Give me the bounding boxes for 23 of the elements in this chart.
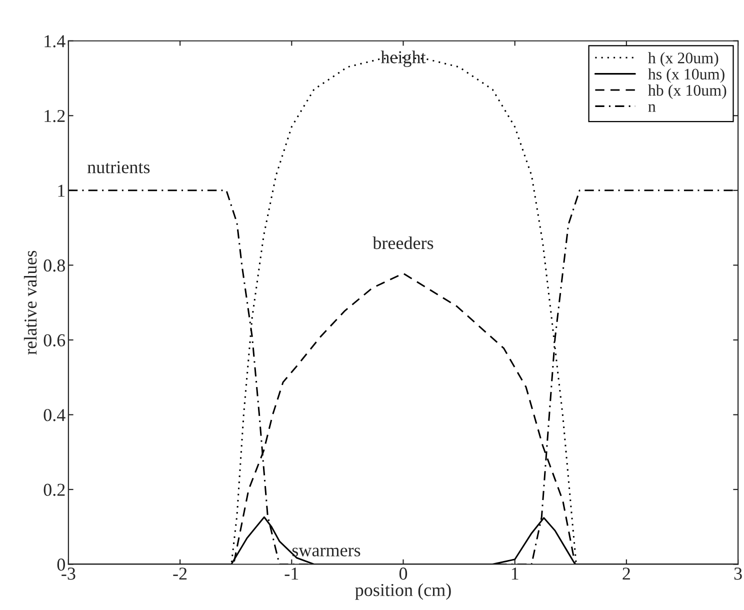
y-axis-title: relative values [24,250,37,355]
y-tick-label: 0.4 [44,408,66,422]
legend-label: n [648,104,656,112]
y-tick-label: 0.6 [44,334,66,346]
x-tick-label: 3 [734,568,742,580]
x-tick-label: 2 [622,568,630,580]
annotation: nutrients [87,161,150,174]
x-tick-label: 0 [399,568,408,580]
legend-label: h (x 20um) [648,52,718,67]
y-tick-label: 1.2 [44,110,65,122]
legend-label: hs (x 10um) [648,68,724,83]
x-tick-label: -1 [284,568,298,580]
y-tick-label: 0.8 [44,259,65,272]
y-tick-label: 0.2 [44,484,65,496]
annotation: height [380,50,426,68]
x-tick-label: -2 [173,568,187,580]
x-axis-title: position (cm) [355,583,451,600]
y-tick-label: 1 [58,184,65,197]
x-tick-label: 1 [512,568,518,580]
annotation: breeders [372,236,434,250]
y-tick-label: 1.4 [44,35,66,48]
annotation: swarmers [292,548,360,556]
legend-label: hb (x 10um) [648,84,726,99]
